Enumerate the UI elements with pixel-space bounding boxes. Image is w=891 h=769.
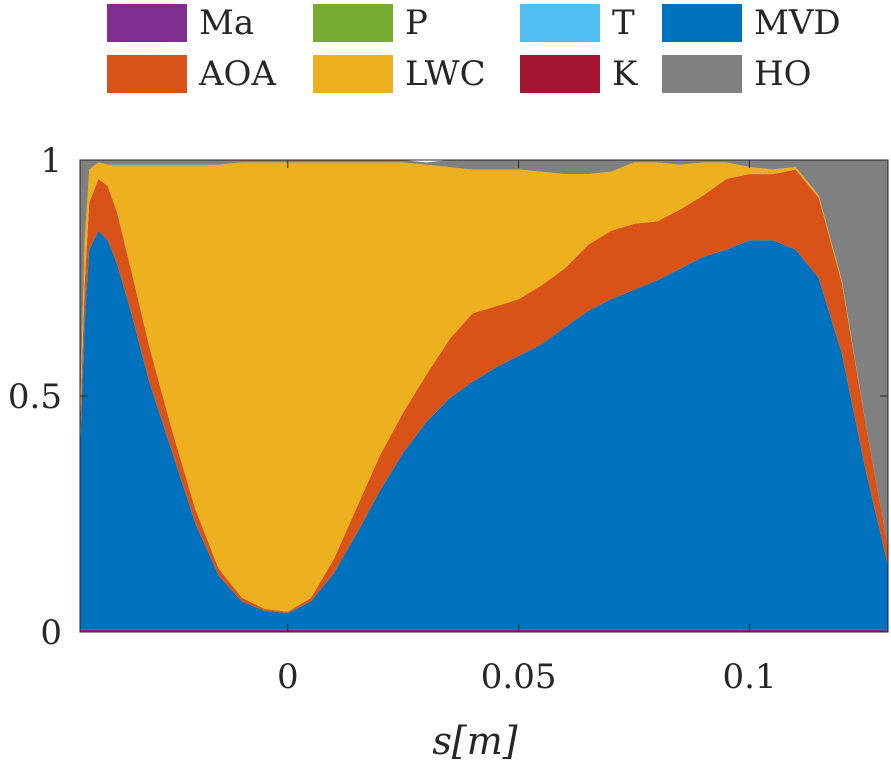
legend-item-lwc: LWC	[313, 54, 486, 94]
legend-item-ma: Ma	[107, 3, 254, 43]
x-tick-label: 0.05	[481, 657, 557, 697]
legend-item-aoa: AOA	[107, 54, 276, 94]
area-series	[80, 160, 888, 632]
x-axis-label: s[m]	[432, 719, 517, 763]
x-tick-label: 0.1	[722, 657, 776, 697]
y-tick-label: 0.5	[8, 377, 62, 417]
y-tick-label: 0	[40, 613, 62, 653]
legend-item-mvd: MVD	[662, 3, 841, 43]
area-mvd	[80, 230, 888, 630]
legend-swatch	[313, 55, 393, 93]
legend-label: LWC	[405, 54, 486, 94]
legend-item-ho: HO	[662, 54, 812, 94]
legend: Ma P T MVD AOA LWC K HO	[107, 3, 841, 94]
legend-label: Ma	[199, 3, 254, 43]
legend-swatch	[107, 55, 187, 93]
legend-item-t: T	[520, 3, 635, 43]
area-ma	[80, 629, 888, 632]
legend-swatch	[520, 55, 600, 93]
area-lwc	[80, 162, 888, 612]
legend-label: AOA	[198, 54, 276, 94]
legend-item-k: K	[520, 54, 638, 94]
legend-swatch	[662, 4, 742, 42]
legend-label: P	[405, 3, 428, 43]
y-axis-ticks: 00.51	[8, 141, 888, 653]
legend-label: K	[612, 54, 638, 94]
legend-label: MVD	[754, 3, 841, 43]
x-tick-label: 0	[277, 657, 299, 697]
legend-swatch	[662, 55, 742, 93]
legend-swatch	[313, 4, 393, 42]
legend-label: HO	[754, 54, 812, 94]
legend-item-p: P	[313, 3, 428, 43]
legend-swatch	[107, 4, 187, 42]
legend-swatch	[520, 4, 600, 42]
x-axis-ticks: 0 0.05 0.1	[277, 160, 777, 697]
y-tick-label: 1	[40, 141, 62, 181]
area-aoa	[80, 169, 888, 614]
legend-label: T	[612, 3, 635, 43]
